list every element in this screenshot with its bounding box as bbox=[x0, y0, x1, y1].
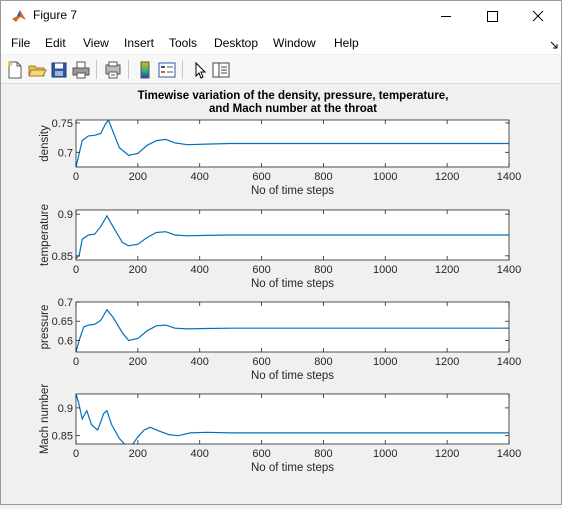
temperature-ytick-label: 0.85 bbox=[52, 251, 73, 263]
temperature-xtick-label: 600 bbox=[252, 264, 270, 276]
density-xtick-label: 0 bbox=[73, 171, 79, 183]
temperature-xtick-label: 1400 bbox=[497, 264, 521, 276]
mach-number-xtick-label: 400 bbox=[191, 448, 209, 460]
figure-canvas: Timewise variation of the density, press… bbox=[1, 84, 561, 504]
density-xtick-label: 800 bbox=[314, 171, 332, 183]
pressure-ytick-label: 0.6 bbox=[58, 335, 73, 347]
menu-file[interactable]: File bbox=[11, 36, 31, 50]
density-xtick-label: 1400 bbox=[497, 171, 521, 183]
close-button[interactable] bbox=[515, 1, 561, 32]
toolbar bbox=[1, 55, 561, 84]
pressure-xtick-label: 1400 bbox=[497, 356, 521, 368]
legend-icon[interactable] bbox=[157, 60, 177, 80]
toolbar-separator bbox=[182, 60, 183, 79]
mach-number-xlabel: No of time steps bbox=[251, 462, 334, 474]
pressure-series-line bbox=[76, 308, 509, 352]
mach-number-ytick-label: 0.85 bbox=[52, 431, 73, 443]
temperature-xtick-label: 1000 bbox=[373, 264, 397, 276]
mach-number-xtick-label: 1000 bbox=[373, 448, 397, 460]
pressure-axes-background bbox=[76, 302, 509, 352]
pressure-xtick-label: 1000 bbox=[373, 356, 397, 368]
density-axes-box bbox=[75, 119, 510, 168]
density-series-line bbox=[76, 120, 509, 167]
maximize-button[interactable] bbox=[469, 1, 515, 32]
edit-plot-arrow-icon[interactable] bbox=[189, 60, 209, 80]
print-icon[interactable] bbox=[71, 60, 91, 80]
temperature-ylabel: temperature bbox=[39, 204, 51, 266]
minimize-button[interactable] bbox=[423, 1, 469, 32]
menu-bar: File Edit View Insert Tools Desktop Wind… bbox=[1, 32, 561, 54]
density-xtick-label: 1000 bbox=[373, 171, 397, 183]
menu-view[interactable]: View bbox=[83, 36, 109, 50]
menu-insert[interactable]: Insert bbox=[124, 36, 155, 50]
print-preview-icon[interactable] bbox=[103, 60, 123, 80]
mach-number-series-line bbox=[76, 394, 509, 444]
temperature-xlabel: No of time steps bbox=[251, 278, 334, 290]
figure-title-line-1: Timewise variation of the density, press… bbox=[138, 90, 449, 102]
temperature-xtick-label: 1200 bbox=[435, 264, 459, 276]
menu-edit[interactable]: Edit bbox=[45, 36, 66, 50]
matlab-icon bbox=[11, 8, 27, 24]
pressure-ylabel: pressure bbox=[39, 305, 51, 350]
pressure-ytick-label: 0.65 bbox=[52, 316, 73, 328]
new-figure-icon[interactable] bbox=[5, 60, 25, 80]
temperature-series-line bbox=[76, 214, 509, 259]
toolbar-separator bbox=[96, 60, 97, 79]
mach-number-axes-box bbox=[75, 393, 510, 445]
temperature-xtick-label: 800 bbox=[314, 264, 332, 276]
mach-number-xtick-label: 0 bbox=[73, 448, 79, 460]
density-xtick-label: 200 bbox=[129, 171, 147, 183]
density-xtick-label: 1200 bbox=[435, 171, 459, 183]
open-file-icon[interactable] bbox=[27, 60, 47, 80]
mach-number-axes-background bbox=[76, 394, 509, 444]
density-xtick-label: 600 bbox=[252, 171, 270, 183]
pressure-xtick-label: 600 bbox=[252, 356, 270, 368]
mach-number-xtick-label: 200 bbox=[129, 448, 147, 460]
temperature-xtick-label: 200 bbox=[129, 264, 147, 276]
pressure-xtick-label: 400 bbox=[191, 356, 209, 368]
density-xtick-label: 400 bbox=[191, 171, 209, 183]
pressure-axes-box bbox=[75, 301, 510, 353]
pressure-xtick-label: 800 bbox=[314, 356, 332, 368]
mach-number-xtick-label: 800 bbox=[314, 448, 332, 460]
menu-tools[interactable]: Tools bbox=[169, 36, 198, 50]
density-ytick-label: 0.75 bbox=[52, 118, 73, 130]
density-ylabel: density bbox=[39, 125, 51, 162]
figure-title-line-2: and Mach number at the throat bbox=[209, 103, 377, 115]
save-icon[interactable] bbox=[49, 60, 69, 80]
pressure-xtick-label: 200 bbox=[129, 356, 147, 368]
menu-help[interactable]: Help bbox=[334, 36, 359, 50]
temperature-xtick-label: 400 bbox=[191, 264, 209, 276]
pressure-xtick-label: 1200 bbox=[435, 356, 459, 368]
density-ytick-label: 0.7 bbox=[58, 147, 73, 159]
mach-number-xtick-label: 1200 bbox=[435, 448, 459, 460]
menu-window[interactable]: Window bbox=[273, 36, 316, 50]
figure-plots: Timewise variation of the density, press… bbox=[39, 90, 521, 474]
temperature-xtick-label: 0 bbox=[73, 264, 79, 276]
pressure-xlabel: No of time steps bbox=[251, 370, 334, 382]
window-title: Figure 7 bbox=[33, 8, 78, 22]
density-xlabel: No of time steps bbox=[251, 185, 334, 197]
dock-arrow-icon[interactable] bbox=[549, 37, 559, 49]
colorbar-icon[interactable] bbox=[135, 60, 155, 80]
pressure-xtick-label: 0 bbox=[73, 356, 79, 368]
temperature-axes-box bbox=[75, 209, 510, 261]
title-bar: Figure 7 bbox=[1, 1, 561, 32]
pressure-ytick-label: 0.7 bbox=[58, 297, 73, 309]
toolbar-separator bbox=[128, 60, 129, 79]
mach-number-xtick-label: 1400 bbox=[497, 448, 521, 460]
menu-desktop[interactable]: Desktop bbox=[214, 36, 259, 50]
property-inspector-icon[interactable] bbox=[211, 60, 231, 80]
temperature-ytick-label: 0.9 bbox=[58, 209, 73, 221]
mach-number-ytick-label: 0.9 bbox=[58, 403, 73, 415]
mach-number-ylabel: Mach number bbox=[39, 384, 51, 454]
mach-number-xtick-label: 600 bbox=[252, 448, 270, 460]
